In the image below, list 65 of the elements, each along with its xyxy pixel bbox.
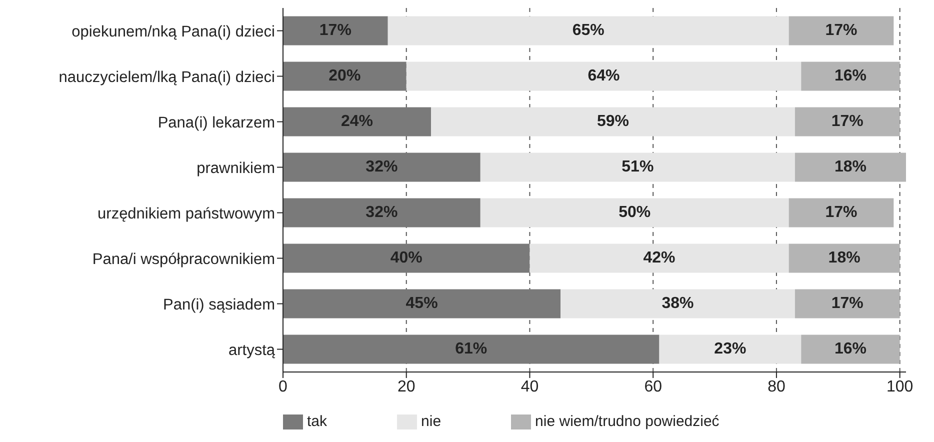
- x-tick-label: 20: [397, 378, 416, 396]
- bar: [431, 107, 795, 136]
- x-tick-label: 0: [278, 378, 288, 396]
- data-label: 51%: [622, 158, 654, 176]
- y-tick-label: Pan(i) sąsiadem: [163, 296, 275, 314]
- bar: [560, 289, 795, 318]
- bar: [388, 16, 789, 46]
- data-label: 23%: [714, 340, 746, 358]
- bar: [283, 62, 406, 91]
- data-label: 17%: [831, 113, 864, 130]
- data-label: 17%: [831, 295, 864, 312]
- y-tick-label: artystą: [228, 342, 276, 359]
- y-tick-label: urzędnikiem państwowym: [98, 205, 275, 222]
- y-tick-label: nauczycielem/lką Pana(i) dzieci: [58, 68, 275, 86]
- bar: [283, 16, 388, 46]
- bar: [788, 16, 894, 46]
- bar: [283, 334, 660, 364]
- data-label: 16%: [834, 68, 866, 85]
- data-label: 50%: [618, 204, 651, 222]
- x-tick-label: 60: [644, 378, 662, 396]
- data-label: 42%: [643, 250, 676, 267]
- y-tick-label: prawnikiem: [196, 160, 275, 177]
- y-tick-label: Pana(i) lekarzem: [158, 114, 275, 132]
- bar: [283, 152, 480, 182]
- data-label: 20%: [328, 68, 361, 85]
- legend-label: tak: [307, 412, 328, 430]
- data-label: 45%: [406, 295, 438, 312]
- data-label: 40%: [390, 250, 422, 267]
- bar: [788, 198, 894, 228]
- bar: [794, 107, 900, 136]
- bar: [283, 107, 432, 136]
- bar: [788, 244, 900, 273]
- legend-label: nie wiem/trudno powiedzieć: [535, 412, 720, 430]
- bar: [659, 334, 802, 364]
- bar: [530, 244, 789, 273]
- data-label: 17%: [825, 204, 858, 222]
- bar: [283, 244, 530, 273]
- x-tick-label: 80: [768, 378, 786, 396]
- data-label: 16%: [834, 340, 866, 358]
- bar: [406, 62, 802, 91]
- x-tick-label: 100: [886, 378, 914, 396]
- bar: [283, 198, 480, 228]
- data-label: 59%: [596, 113, 630, 130]
- bar: [480, 152, 795, 182]
- y-tick-label: opiekunem/nką Pana(i) dzieci: [72, 23, 275, 40]
- y-tick-label: Pana/i współpracownikiem: [92, 250, 275, 268]
- legend-label: nie: [421, 412, 442, 430]
- data-label: 24%: [341, 113, 374, 130]
- data-label: 32%: [366, 158, 398, 176]
- data-label: 65%: [572, 22, 604, 40]
- bar: [801, 62, 900, 91]
- data-label: 17%: [319, 22, 352, 40]
- bar: [283, 289, 561, 318]
- data-label: 18%: [828, 250, 860, 267]
- data-label: 64%: [588, 68, 620, 85]
- data-label: 38%: [662, 295, 694, 312]
- bar: [794, 152, 906, 182]
- data-label: 32%: [366, 204, 398, 222]
- data-label: 18%: [834, 158, 866, 176]
- data-label: 17%: [825, 22, 858, 40]
- bar: [794, 289, 900, 318]
- bar: [480, 198, 789, 228]
- x-tick-label: 40: [520, 378, 539, 396]
- bar: [801, 334, 900, 364]
- data-label: 61%: [455, 340, 488, 358]
